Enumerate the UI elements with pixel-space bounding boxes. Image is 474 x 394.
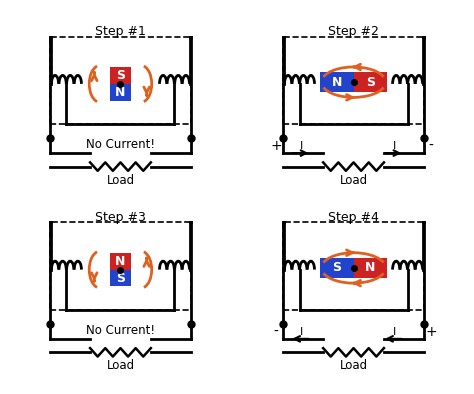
- Text: S: S: [332, 262, 341, 274]
- Bar: [320, 258, 354, 278]
- Bar: [354, 258, 387, 278]
- Bar: [320, 72, 354, 92]
- Text: N: N: [115, 86, 126, 99]
- FancyBboxPatch shape: [283, 37, 424, 125]
- Text: S: S: [366, 76, 375, 89]
- Text: I: I: [392, 327, 396, 337]
- Text: +: +: [270, 139, 282, 153]
- Bar: [110, 253, 131, 269]
- Text: -: -: [273, 325, 278, 339]
- Text: -: -: [429, 139, 434, 153]
- Text: Load: Load: [106, 174, 135, 187]
- Text: Step #1: Step #1: [95, 25, 146, 38]
- Text: Load: Load: [339, 359, 368, 372]
- Text: Step #2: Step #2: [328, 25, 379, 38]
- Text: Load: Load: [339, 174, 368, 187]
- Text: N: N: [365, 262, 375, 274]
- Text: No Current!: No Current!: [86, 324, 155, 337]
- Bar: [354, 72, 387, 92]
- Text: Step #3: Step #3: [95, 210, 146, 223]
- Bar: [110, 269, 131, 286]
- Bar: [110, 67, 131, 84]
- Text: S: S: [116, 271, 125, 284]
- FancyBboxPatch shape: [50, 37, 191, 125]
- Text: Load: Load: [106, 359, 135, 372]
- Text: Step #4: Step #4: [328, 210, 379, 223]
- Text: No Current!: No Current!: [86, 138, 155, 151]
- Text: +: +: [425, 325, 437, 339]
- Text: N: N: [115, 255, 126, 268]
- FancyBboxPatch shape: [283, 222, 424, 310]
- Bar: [110, 84, 131, 101]
- Text: I: I: [300, 327, 303, 337]
- Text: N: N: [331, 76, 342, 89]
- Text: I: I: [300, 141, 303, 151]
- FancyBboxPatch shape: [50, 222, 191, 310]
- Text: S: S: [116, 69, 125, 82]
- Text: I: I: [392, 141, 396, 151]
